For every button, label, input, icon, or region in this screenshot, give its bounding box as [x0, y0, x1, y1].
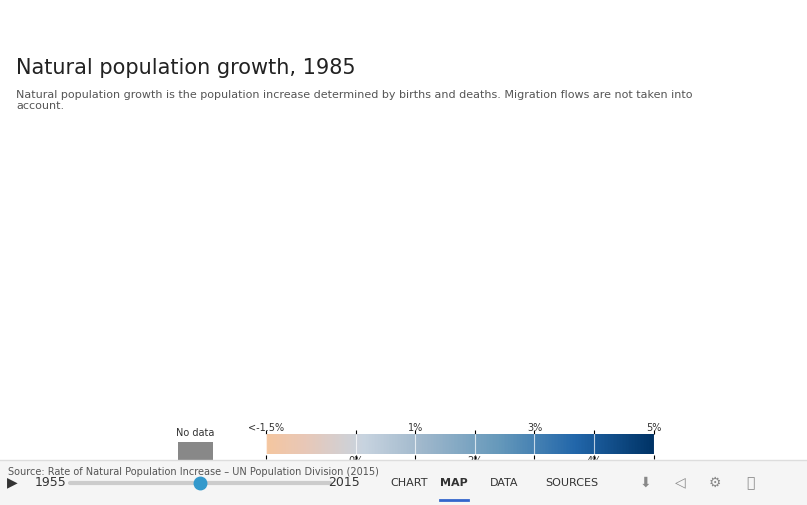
Text: MAP: MAP [440, 478, 468, 488]
Text: CHART: CHART [390, 478, 428, 488]
Text: Our World
in Data: Our World in Data [722, 25, 779, 46]
Text: 2%: 2% [467, 456, 483, 466]
Text: Natural population growth is the population increase determined by births and de: Natural population growth is the populat… [16, 90, 692, 112]
Bar [178, 442, 213, 461]
Text: ⬇: ⬇ [639, 476, 650, 490]
Text: ⤢: ⤢ [746, 476, 755, 490]
Text: SOURCES: SOURCES [545, 478, 598, 488]
Text: ⚙: ⚙ [709, 476, 721, 490]
Text: 1%: 1% [408, 423, 423, 433]
Text: DATA: DATA [490, 478, 519, 488]
Text: No data: No data [176, 428, 215, 438]
Text: <-1.5%: <-1.5% [249, 423, 284, 433]
Text: ◁: ◁ [675, 476, 685, 490]
Text: 4%: 4% [587, 456, 602, 466]
Text: 5%: 5% [646, 423, 662, 433]
Text: ▶: ▶ [6, 476, 17, 490]
Text: Natural population growth, 1985: Natural population growth, 1985 [16, 59, 356, 78]
Text: 2015: 2015 [328, 476, 360, 489]
Text: 3%: 3% [527, 423, 542, 433]
Text: 1955: 1955 [35, 476, 67, 489]
Text: Source: Rate of Natural Population Increase – UN Population Division (2015): Source: Rate of Natural Population Incre… [8, 467, 379, 477]
Text: 0%: 0% [348, 456, 363, 466]
